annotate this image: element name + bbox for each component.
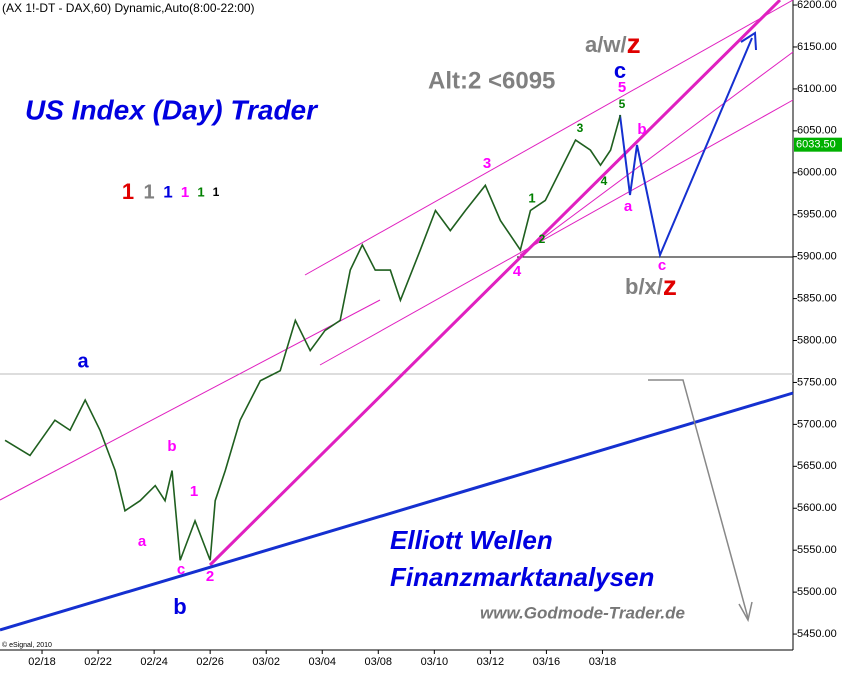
scenario-part: z [663,270,677,301]
x-tick-label: 03/18 [589,656,617,668]
scenario-part: z [627,28,641,59]
wave-label: 4 [601,174,608,188]
channel-line [304,0,794,276]
wave-label: a [138,533,147,550]
wave-label: b [167,438,176,455]
y-tick-label: 5450.00 [797,628,837,640]
y-tick-label: 5500.00 [797,586,837,598]
y-tick-label: 6050.00 [797,125,837,137]
x-tick-label: 03/16 [533,656,561,668]
scenario-part: a/w/ [585,32,627,57]
x-tick-label: 02/26 [196,656,224,668]
arrow-head [740,31,757,51]
y-tick-label: 5850.00 [797,292,837,304]
wave-label: 3 [483,155,491,172]
scenario-label: b/x/z [625,270,677,301]
wave-label: 2 [539,232,546,246]
wave-label: 2 [206,568,214,585]
y-tick-label: 5650.00 [797,460,837,472]
legend-digit: 1 [181,184,189,201]
wave-label: a [624,198,633,215]
wave-label: c [658,257,666,274]
channel-line [519,51,794,256]
wave-label: b [637,121,646,138]
legend-digit: 1 [213,185,220,199]
wave-label: c [177,561,185,578]
chart-header: (AX 1!-DT - DAX,60) Dynamic,Auto(8:00-22… [2,1,255,15]
x-tick-label: 02/24 [140,656,168,668]
legend-digit: 1 [143,181,154,203]
wave-label: 5 [618,79,626,96]
y-tick-label: 5550.00 [797,544,837,556]
footer-text: Elliott Wellen [390,525,553,555]
legend-digit: 1 [197,184,204,199]
y-tick-label: 6000.00 [797,167,837,179]
y-tick-label: 6200.00 [797,0,837,11]
arrow-head [738,601,753,623]
last-price-label: 6033.50 [796,139,836,151]
y-tick-label: 5750.00 [797,376,837,388]
y-tick-label: 5700.00 [797,418,837,430]
channel-line [319,99,794,366]
copyright: © eSignal, 2010 [2,641,52,649]
x-tick-label: 03/12 [477,656,505,668]
y-tick-label: 5800.00 [797,334,837,346]
y-tick-label: 6150.00 [797,41,837,53]
website: www.Godmode-Trader.de [480,603,685,622]
projection-path [619,37,753,259]
projection-path [648,379,749,619]
trend-channels [0,0,794,501]
wave-label: a [77,350,89,372]
trend-line [208,0,782,567]
legend-digit: 1 [122,179,134,204]
wave-label: b [173,594,186,619]
wave-label: 3 [577,121,584,135]
chart-subtitle: Alt:2 <6095 [428,67,555,94]
y-tick-label: 5950.00 [797,209,837,221]
wave-label: 1 [190,483,198,500]
chart-title: US Index (Day) Trader [25,94,319,125]
y-tick-label: 5900.00 [797,251,837,263]
wave-label: c [614,58,626,83]
x-tick-label: 03/10 [421,656,449,668]
legend-digit: 1 [163,182,172,201]
last-price-box [794,137,842,152]
wave-label: 1 [528,190,535,205]
y-tick-label: 6100.00 [797,83,837,95]
trend-line [0,391,794,632]
x-tick-label: 03/08 [365,656,393,668]
wave-label: 5 [619,97,626,111]
x-tick-label: 03/04 [308,656,336,668]
scenario-label: a/w/z [585,28,641,59]
x-tick-label: 03/02 [252,656,280,668]
footer-text: Finanzmarktanalysen [390,562,654,592]
wave-label: 4 [513,263,522,280]
scenario-part: b/x/ [625,274,663,299]
y-tick-label: 5600.00 [797,502,837,514]
x-tick-label: 02/18 [28,656,56,668]
price-line [4,114,622,561]
x-tick-label: 02/22 [84,656,112,668]
channel-line [0,299,381,501]
